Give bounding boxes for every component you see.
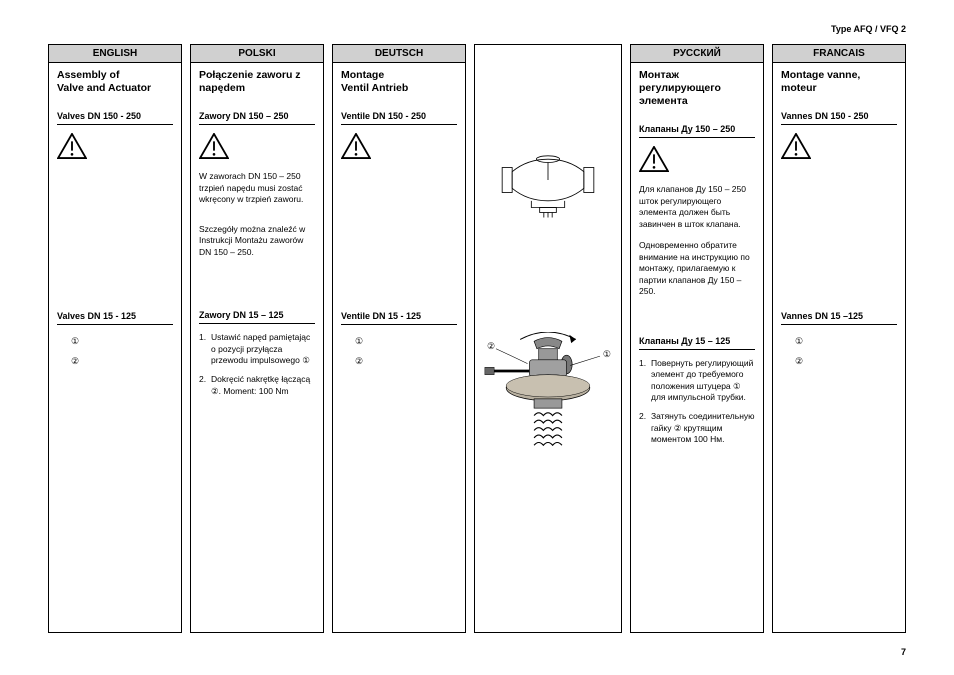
warning-icon [781, 133, 811, 159]
subheading1-english: Valves DN 150 - 250 [57, 111, 173, 125]
subheading2-russian: Клапаны Дy 15 – 125 [639, 336, 755, 350]
warning-icon [199, 133, 229, 159]
lang-header-francais: FRANCAIS [773, 45, 905, 63]
lang-header-polski: POLSKI [191, 45, 323, 63]
title-deutsch: MontageVentil Antrieb [341, 69, 457, 95]
body1b-russian: Одновременно обратите внимание на инстру… [639, 240, 755, 297]
title-russian: Монтаж регулирующего элемента [639, 69, 755, 108]
body1b-polski: Szczegóły można znaleźć w Instrukcji Mon… [199, 224, 315, 258]
refs-english: ① ② [57, 333, 173, 369]
columns-container: ENGLISH Assembly ofValve and Actuator Va… [48, 44, 906, 633]
title-francais: Montage vanne, moteur [781, 69, 897, 95]
subheading2-english: Valves DN 15 - 125 [57, 311, 173, 325]
lang-header-deutsch: DEUTSCH [333, 45, 465, 63]
subheading1-deutsch: Ventile DN 150 - 250 [341, 111, 457, 125]
subheading1-russian: Клапаны Дy 150 – 250 [639, 124, 755, 138]
assembly-drawing: ② ① [483, 327, 613, 467]
column-polski: POLSKI Połączenie zaworu z napędem Zawor… [190, 44, 324, 633]
title-polski: Połączenie zaworu z napędem [199, 69, 315, 95]
steps-russian: 1.Повернуть регулирующий элемент до треб… [639, 358, 755, 446]
subheading2-polski: Zawory DN 15 – 125 [199, 310, 315, 324]
refs-deutsch: ① ② [341, 333, 457, 369]
column-english: ENGLISH Assembly ofValve and Actuator Va… [48, 44, 182, 633]
page-number: 7 [901, 647, 906, 657]
lang-header-russian: РУССКИЙ [631, 45, 763, 63]
callout-2: ② [487, 341, 495, 352]
column-russian: РУССКИЙ Монтаж регулирующего элемента Кл… [630, 44, 764, 633]
subheading2-deutsch: Ventile DN 15 - 125 [341, 311, 457, 325]
column-deutsch: DEUTSCH MontageVentil Antrieb Ventile DN… [332, 44, 466, 633]
subheading1-polski: Zawory DN 150 – 250 [199, 111, 315, 125]
title-english: Assembly ofValve and Actuator [57, 69, 173, 95]
column-francais: FRANCAIS Montage vanne, moteur Vannes DN… [772, 44, 906, 633]
subheading2-francais: Vannes DN 15 –125 [781, 311, 897, 325]
body1a-russian: Для клапанов Дy 150 – 250 шток регулирую… [639, 184, 755, 230]
warning-icon [341, 133, 371, 159]
body1a-polski: W zaworach DN 150 – 250 trzpień napędu m… [199, 171, 315, 205]
warning-icon [639, 146, 669, 172]
refs-francais: ① ② [781, 333, 897, 369]
steps-polski: 1.Ustawić napęd pamiętając o pozycji prz… [199, 332, 315, 397]
subheading1-francais: Vannes DN 150 - 250 [781, 111, 897, 125]
lang-header-english: ENGLISH [49, 45, 181, 63]
document-type-label: Type AFQ / VFQ 2 [831, 24, 906, 34]
valve-drawing [483, 132, 613, 227]
column-image: . Assembly ofValve Actuator . ② [474, 44, 622, 633]
callout-1: ① [603, 349, 611, 360]
warning-icon [57, 133, 87, 159]
